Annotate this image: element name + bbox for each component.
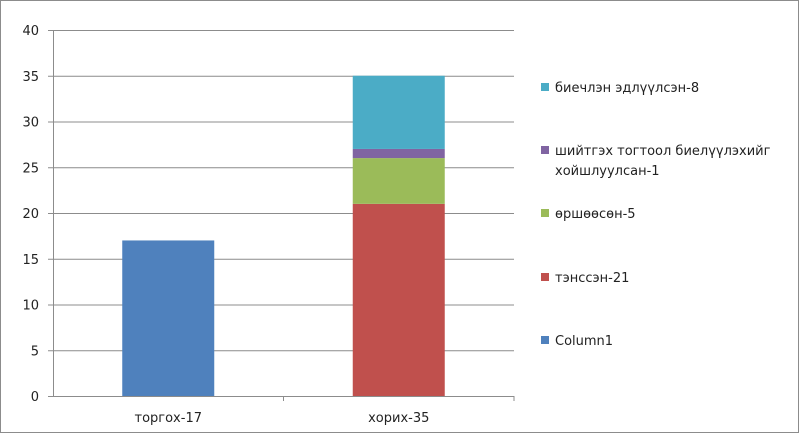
legend-label: шийтгэх тогтоол биелүүлэхийг хойшлуулсан-… xyxy=(555,144,771,179)
y-tick-label: 10 xyxy=(22,299,39,314)
legend-label: Column1 xyxy=(555,334,613,349)
gridlines xyxy=(53,30,514,352)
legend-label: өршөөсөн-5 xyxy=(555,207,636,222)
bar-segment xyxy=(122,240,215,396)
bar-segment xyxy=(352,158,445,204)
legend-swatch xyxy=(541,336,549,344)
legend-label: биечлэн эдлүүлсэн-8 xyxy=(555,81,699,96)
legend-label: тэнссэн-21 xyxy=(555,271,629,286)
bar-segment xyxy=(352,148,445,159)
legend-swatch xyxy=(541,83,549,91)
legend-swatch xyxy=(541,146,549,154)
bar-segment xyxy=(352,75,445,149)
x-category-label: хорих-35 xyxy=(368,411,429,426)
y-tick-label: 5 xyxy=(31,344,39,359)
legend-label-line: тэнссэн-21 xyxy=(555,271,629,286)
legend-label-line: Column1 xyxy=(555,334,613,349)
legend-swatch xyxy=(541,209,549,217)
legend: биечлэн эдлүүлсэн-8 шийтгэх тогтоол биелү… xyxy=(541,81,771,349)
y-tick-label: 20 xyxy=(22,207,39,222)
legend-label-line: биечлэн эдлүүлсэн-8 xyxy=(555,81,699,96)
legend-swatch xyxy=(541,273,549,281)
x-category-labels: торгох-17 хорих-35 xyxy=(135,411,430,426)
axes xyxy=(48,30,515,401)
bar-segment xyxy=(352,203,445,396)
y-tick-labels: 0 5 10 15 20 25 30 35 40 xyxy=(22,24,39,405)
bars xyxy=(122,75,445,396)
legend-label-line: шийтгэх тогтоол биелүүлэхийг xyxy=(555,144,771,159)
y-tick-label: 30 xyxy=(22,116,39,131)
y-tick-label: 35 xyxy=(22,70,39,85)
y-tick-label: 25 xyxy=(22,161,39,176)
legend-label-line: хойшлуулсан-1 xyxy=(555,164,660,179)
y-tick-label: 15 xyxy=(22,253,39,268)
y-tick-label: 40 xyxy=(22,24,39,39)
y-tick-label: 0 xyxy=(31,390,39,405)
x-category-label: торгох-17 xyxy=(135,411,203,426)
legend-label-line: өршөөсөн-5 xyxy=(555,207,636,222)
